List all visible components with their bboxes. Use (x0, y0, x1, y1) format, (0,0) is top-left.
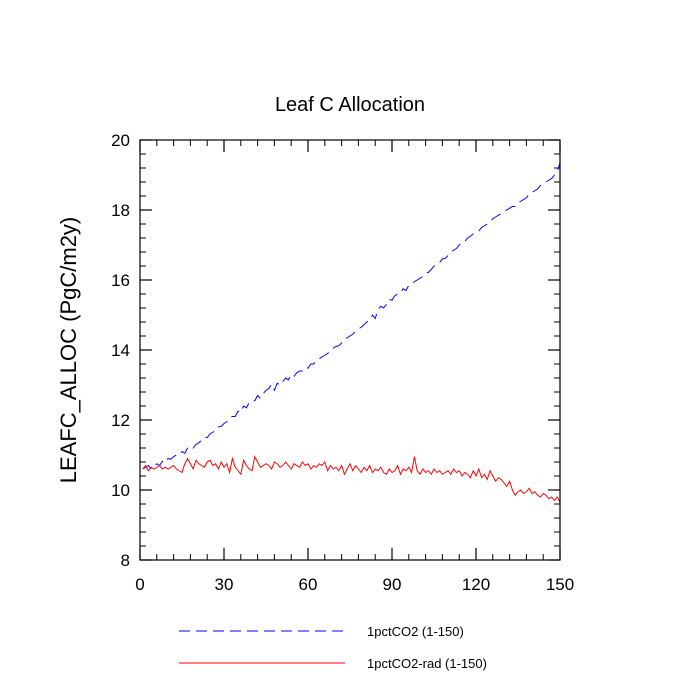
y-tick-label: 8 (121, 551, 130, 570)
series-line-0 (142, 162, 561, 470)
y-tick-label: 12 (111, 411, 130, 430)
x-tick-label: 0 (135, 575, 144, 594)
x-tick-label: 60 (299, 575, 318, 594)
x-tick-label: 90 (383, 575, 402, 594)
chart-title: Leaf C Allocation (275, 94, 425, 116)
x-tick-label: 150 (546, 575, 574, 594)
y-axis-label: LEAFC_ALLOC (PgC/m2y) (56, 217, 81, 484)
y-tick-label: 20 (111, 131, 130, 150)
series-line-1 (142, 455, 561, 503)
y-tick-label: 16 (111, 271, 130, 290)
plot-frame (139, 139, 561, 561)
y-tick-label: 14 (111, 341, 130, 360)
legend-label-0: 1pctCO2 (1-150) (367, 624, 464, 639)
legend-label-1: 1pctCO2-rad (1-150) (367, 656, 487, 671)
legend: 1pctCO2 (1-150) 1pctCO2-rad (1-150) (179, 624, 487, 671)
axis-ticks: 0 30 60 90 120 150 8 10 12 14 16 18 20 (111, 131, 574, 594)
series-group (142, 162, 561, 503)
x-tick-label: 120 (462, 575, 490, 594)
x-tick-label: 30 (215, 575, 234, 594)
y-tick-label: 18 (111, 201, 130, 220)
y-tick-label: 10 (111, 481, 130, 500)
